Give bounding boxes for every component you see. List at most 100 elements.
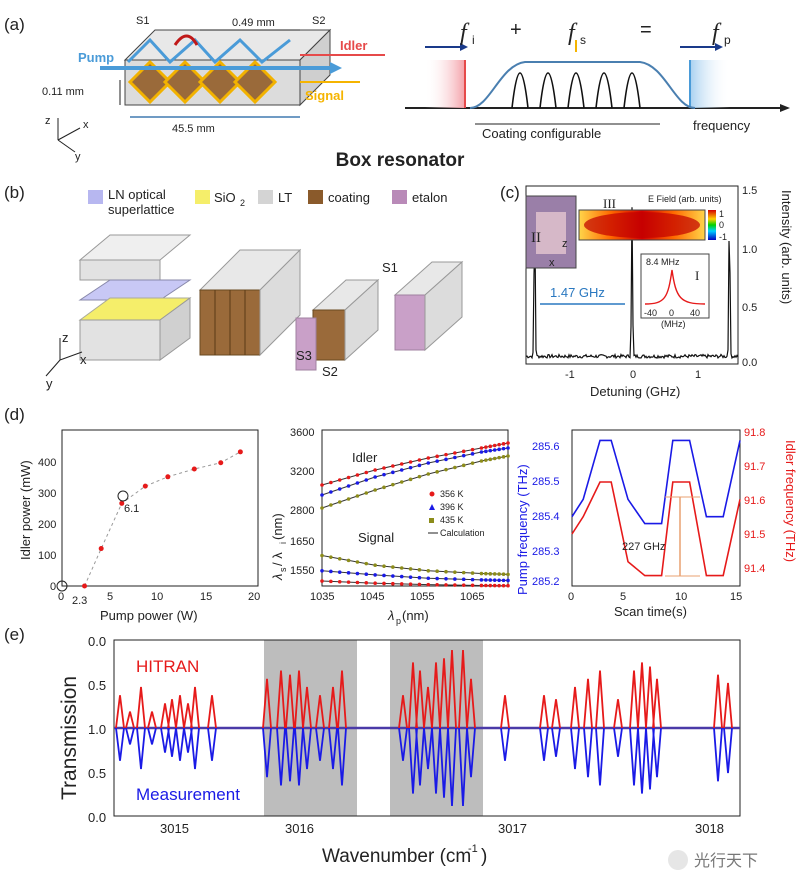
legend-calc: Calculation xyxy=(440,528,485,538)
measurement-line xyxy=(190,727,200,770)
idler-point xyxy=(382,485,386,490)
measurement-line xyxy=(423,727,433,770)
idler-point xyxy=(435,459,439,463)
hitran-line xyxy=(147,711,157,729)
idler-power-point xyxy=(218,460,224,466)
legend-ln: LN optical xyxy=(108,187,166,202)
dim-length: 45.5 mm xyxy=(172,123,215,135)
measurement-line xyxy=(125,727,135,745)
calc-signal-line xyxy=(321,555,509,575)
idler-point xyxy=(373,488,377,492)
signal-point xyxy=(492,572,497,576)
signal-point xyxy=(382,564,386,568)
watermark: 光行天下 xyxy=(668,850,758,870)
signal-point xyxy=(488,578,493,582)
idler-point xyxy=(408,465,413,470)
signal-point xyxy=(435,582,439,587)
c-xlabel: Detuning (GHz) xyxy=(590,384,680,399)
idler-point xyxy=(355,494,360,498)
measurement-line xyxy=(183,727,193,753)
c-ylabel: Intensity (arb. units) xyxy=(779,190,794,304)
signal-point xyxy=(320,553,324,558)
measurement-line xyxy=(328,727,338,770)
hitran-line xyxy=(315,695,325,729)
measurement-line xyxy=(276,727,286,786)
legend-356: 356 K xyxy=(440,489,464,499)
measurement-line xyxy=(302,727,312,770)
signal-point xyxy=(337,556,342,561)
dr-ylabel-right: Idler frequency (THz) xyxy=(783,440,798,562)
hitran-line xyxy=(262,678,272,729)
hitran-line xyxy=(713,674,723,729)
signal-point xyxy=(479,578,484,582)
hitran-line xyxy=(723,682,733,729)
idler-point xyxy=(501,455,506,459)
idler-point xyxy=(444,452,448,457)
dr-xtick-3: 15 xyxy=(730,591,742,603)
measurement-line xyxy=(500,727,510,761)
measurement-line xyxy=(115,727,125,761)
e-ytick-3: 0.5 xyxy=(88,766,106,781)
signal-point xyxy=(492,583,497,588)
signal-point xyxy=(444,583,448,587)
measurement-line xyxy=(645,727,655,790)
idler-point xyxy=(329,480,333,485)
measurement-label: Measurement xyxy=(136,785,240,804)
inset-i-value: 8.4 MHz xyxy=(646,257,680,267)
plot-d-left-frame xyxy=(61,429,259,587)
axes-a xyxy=(57,118,81,153)
fs-label: f xyxy=(568,20,578,46)
measurement-line xyxy=(539,727,549,761)
signal-point xyxy=(382,581,386,586)
measurement-line xyxy=(315,727,325,761)
signal-point xyxy=(461,577,466,582)
panel-b: (b) LN optical superlattice SiO 2 LT coa… xyxy=(4,183,464,391)
idler-point xyxy=(399,480,404,484)
hitran-line xyxy=(160,703,170,729)
dr-ytick-r1: 91.7 xyxy=(744,461,765,473)
c-xtick-1: 0 xyxy=(630,369,636,381)
idler-point xyxy=(399,462,404,466)
idler-point xyxy=(453,455,457,460)
wechat-icon xyxy=(668,850,688,870)
legend-etalon-swatch xyxy=(392,190,407,204)
signal-point xyxy=(355,580,360,585)
hitran-line xyxy=(183,703,193,729)
hitran-line xyxy=(337,670,347,729)
panel-d-letter: (d) xyxy=(4,405,25,424)
idler-point xyxy=(346,475,351,480)
signal-point xyxy=(346,558,351,563)
idler-point xyxy=(435,454,439,459)
dl-xtick-2: 10 xyxy=(151,591,163,603)
measurement-line xyxy=(431,727,441,794)
idler-point xyxy=(506,454,510,458)
label-b-s3: S3 xyxy=(296,348,312,363)
threshold-marker xyxy=(56,580,68,592)
legend-ln-swatch xyxy=(88,190,103,204)
hitran-line xyxy=(439,658,449,729)
dim-height: 0.11 mm xyxy=(42,86,84,98)
dm-xtick-3: 1065 xyxy=(460,591,484,603)
signal-point xyxy=(488,572,493,576)
measurement-line xyxy=(583,727,593,778)
hitran-line xyxy=(302,686,312,729)
measurement-line xyxy=(637,727,647,794)
signal-point xyxy=(337,579,342,584)
signal-point xyxy=(408,582,413,586)
idler-power-trend xyxy=(84,451,241,587)
dr-ytick-l1: 285.5 xyxy=(532,476,560,488)
idler-point xyxy=(453,451,457,455)
panel-d: (d) 2.3 6.1 0 5 10 15 20 0 100 200 300 4… xyxy=(4,405,798,626)
measurement-line xyxy=(551,727,561,757)
signal-point xyxy=(501,572,506,577)
c-ytick-2: 1.0 xyxy=(742,244,757,256)
dm-ylabel-s-sub: s xyxy=(278,567,288,572)
idler-point xyxy=(337,478,342,482)
signal-point xyxy=(320,568,324,573)
idler-point xyxy=(426,472,431,476)
idler-point xyxy=(461,453,466,458)
dr-xtick-2: 10 xyxy=(675,591,687,603)
measurement-line xyxy=(147,727,157,745)
dr-ytick-l0: 285.6 xyxy=(532,441,560,453)
